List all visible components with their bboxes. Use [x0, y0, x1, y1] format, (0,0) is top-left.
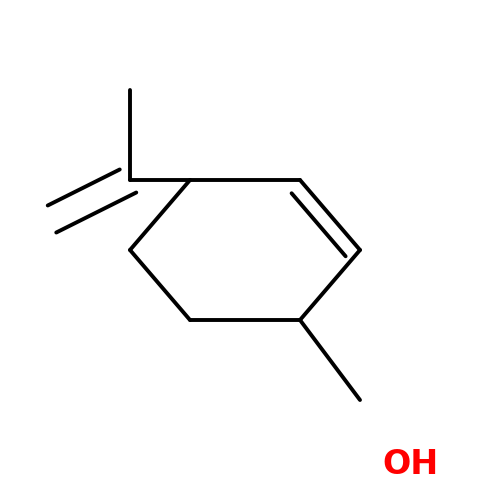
Text: OH: OH — [382, 448, 438, 482]
